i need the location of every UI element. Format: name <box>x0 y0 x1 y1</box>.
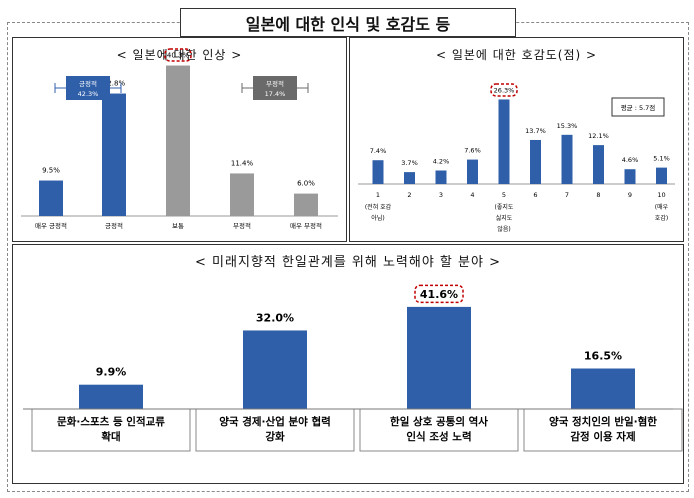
bar-2 <box>435 170 447 184</box>
bar-3 <box>230 173 254 216</box>
tick-label-8: 9 <box>628 191 632 199</box>
bar-0 <box>372 160 384 184</box>
tick-note-9-1: 호감) <box>655 215 668 222</box>
data-label-1: 32.0% <box>256 311 294 324</box>
data-label-4: 26.3% <box>494 86 515 94</box>
bar-4 <box>498 99 510 184</box>
tick-label-4: 5 <box>502 191 506 199</box>
data-label-3: 7.6% <box>464 147 481 155</box>
data-label-9: 5.1% <box>653 155 670 163</box>
bar-4 <box>294 193 318 216</box>
bar-1 <box>243 330 307 409</box>
tick-label-0: 매우 긍정적 <box>35 221 67 230</box>
tick-label-3: 4 <box>470 191 474 199</box>
tick-note-9-0: (매우 <box>655 203 669 211</box>
tick-label-7: 8 <box>596 191 600 199</box>
data-label-2: 4.2% <box>433 158 450 166</box>
data-label-1: 3.7% <box>401 159 418 167</box>
tick-label-9: 10 <box>657 191 665 199</box>
tick-label-2-0: 한일 상호 공통의 역사 <box>390 415 488 428</box>
bar-0 <box>79 384 143 409</box>
positive-badge-label: 긍정적 <box>79 79 97 88</box>
positive-badge-value: 42.3% <box>78 90 99 98</box>
tick-label-2: 보통 <box>172 222 184 230</box>
data-label-0: 9.5% <box>42 167 60 175</box>
future-relations-chart-title: < 미래지향적 한일관계를 위해 노력해야 할 분야 > <box>195 255 501 270</box>
bar-1 <box>102 93 126 216</box>
bar-6 <box>561 134 573 184</box>
positive-badge <box>66 76 110 100</box>
data-label-6: 15.3% <box>557 122 578 130</box>
bar-9 <box>656 167 667 184</box>
data-label-0: 7.4% <box>370 147 387 155</box>
tick-label-1-0: 양국 경제·산업 분야 협력 <box>219 415 331 428</box>
tick-label-6: 7 <box>565 191 569 199</box>
bar-7 <box>593 145 604 184</box>
bar-1 <box>404 172 415 184</box>
impression-chart-title: < 일본에 대한 인상 > <box>116 48 243 62</box>
tick-label-5: 6 <box>533 191 537 199</box>
bar-5 <box>530 139 541 184</box>
data-label-0: 9.9% <box>96 366 127 379</box>
tick-note-0-0: (전혀 호감 <box>365 203 392 211</box>
tick-label-0: 1 <box>376 191 380 199</box>
bar-8 <box>624 169 636 184</box>
future-relations-panel: < 미래지향적 한일관계를 위해 노력해야 할 분야 > 9.9% 문화·스포츠 … <box>12 244 684 484</box>
data-label-3: 11.4% <box>231 159 254 167</box>
highlight-box <box>164 48 192 62</box>
tick-label-4: 매우 부정적 <box>290 221 322 230</box>
tick-label-3-0: 양국 정치인의 반일·혐한 <box>549 415 657 428</box>
category-box-3 <box>523 408 683 452</box>
negative-badge-value: 17.4% <box>265 90 286 98</box>
bar-3 <box>467 159 478 184</box>
data-label-8: 4.6% <box>622 156 639 164</box>
bar-3 <box>571 368 635 409</box>
impression-chart: 9.5% 매우 긍정적 32.8% 긍정적 40.3% 보통 11.4% 부정적 6.0% 매우 … <box>21 48 338 230</box>
page-title: 일본에 대한 인식 및 호감도 등 <box>180 8 516 37</box>
tick-note-4-0: (좋지도 <box>495 203 514 211</box>
data-label-7: 12.1% <box>588 132 609 140</box>
tick-note-4-2: 않음) <box>497 225 510 233</box>
tick-label-2: 3 <box>439 191 443 199</box>
data-label-4: 6.0% <box>297 180 315 188</box>
average-box <box>611 97 665 117</box>
average-label: 평균 : 5.7점 <box>621 103 656 112</box>
data-label-1: 32.8% <box>103 80 126 88</box>
category-box-0 <box>31 408 191 452</box>
bar-2 <box>407 306 471 409</box>
category-box-2 <box>359 408 519 452</box>
bar-0 <box>39 180 63 216</box>
impression-panel: < 일본에 대한 인상 > 9.5% 매우 긍정적 32.8% 긍정적 40.3% 보통 1… <box>12 37 347 242</box>
favorability-chart-title: < 일본에 대한 호감도(점) > <box>435 48 598 62</box>
tick-label-1: 긍정적 <box>105 221 123 230</box>
highlight-box <box>490 83 518 97</box>
tick-label-0-0: 문화·스포츠 등 인적교류 <box>57 415 165 428</box>
data-label-2: 41.6% <box>420 288 458 301</box>
bar-2 <box>166 65 190 217</box>
tick-label-1: 2 <box>407 191 411 199</box>
category-box-1 <box>195 408 355 452</box>
data-label-3: 16.5% <box>584 350 622 363</box>
data-label-2: 40.3% <box>167 52 190 60</box>
tick-label-3: 부정적 <box>233 221 251 230</box>
tick-label-0-1: 확대 <box>101 430 120 443</box>
negative-badge <box>253 76 297 100</box>
tick-label-2-1: 인식 조성 노력 <box>406 430 471 443</box>
tick-label-1-1: 강화 <box>265 430 285 443</box>
tick-note-0-1: 아님) <box>371 214 384 222</box>
tick-note-4-1: 싫지도 <box>496 214 513 222</box>
tick-label-3-1: 감정 이용 자제 <box>570 430 635 443</box>
data-label-5: 13.7% <box>525 127 546 135</box>
negative-badge-label: 부정적 <box>266 79 284 88</box>
